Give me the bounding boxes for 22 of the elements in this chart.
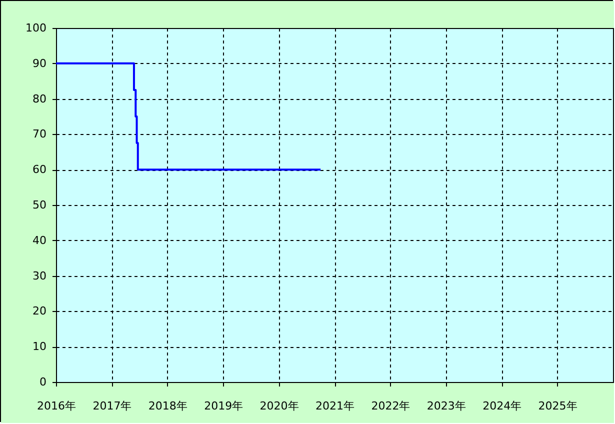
x-tick-label: 2017年 (92, 400, 132, 412)
y-tick-label: 30 (32, 269, 46, 282)
x-tick-label: 2019年 (204, 400, 244, 412)
x-tick-label: 2023年 (426, 400, 466, 412)
x-tick-label: 2016年 (37, 400, 76, 412)
y-tick-label: 90 (32, 56, 46, 70)
y-tick-label: 20 (32, 304, 46, 318)
line-series (56, 62, 322, 171)
x-tick-label: 2024年 (482, 400, 522, 412)
y-tick-label: 80 (32, 92, 46, 106)
x-tick-label: 2020年 (260, 400, 299, 412)
x-tick-label: 2022年 (371, 400, 410, 412)
y-tick-label: 0 (40, 376, 46, 388)
y-tick-label: 10 (32, 340, 46, 354)
y-tick-label: 40 (32, 234, 46, 247)
y-tick-label: 50 (32, 198, 46, 212)
y-tick-label: 100 (26, 22, 46, 34)
x-tick-label: 2021年 (316, 400, 354, 412)
x-tick-label: 2025年 (538, 400, 578, 412)
y-tick-label: 70 (32, 128, 46, 141)
y-tick-label: 60 (32, 163, 46, 176)
x-tick-label: 2018年 (148, 400, 188, 412)
